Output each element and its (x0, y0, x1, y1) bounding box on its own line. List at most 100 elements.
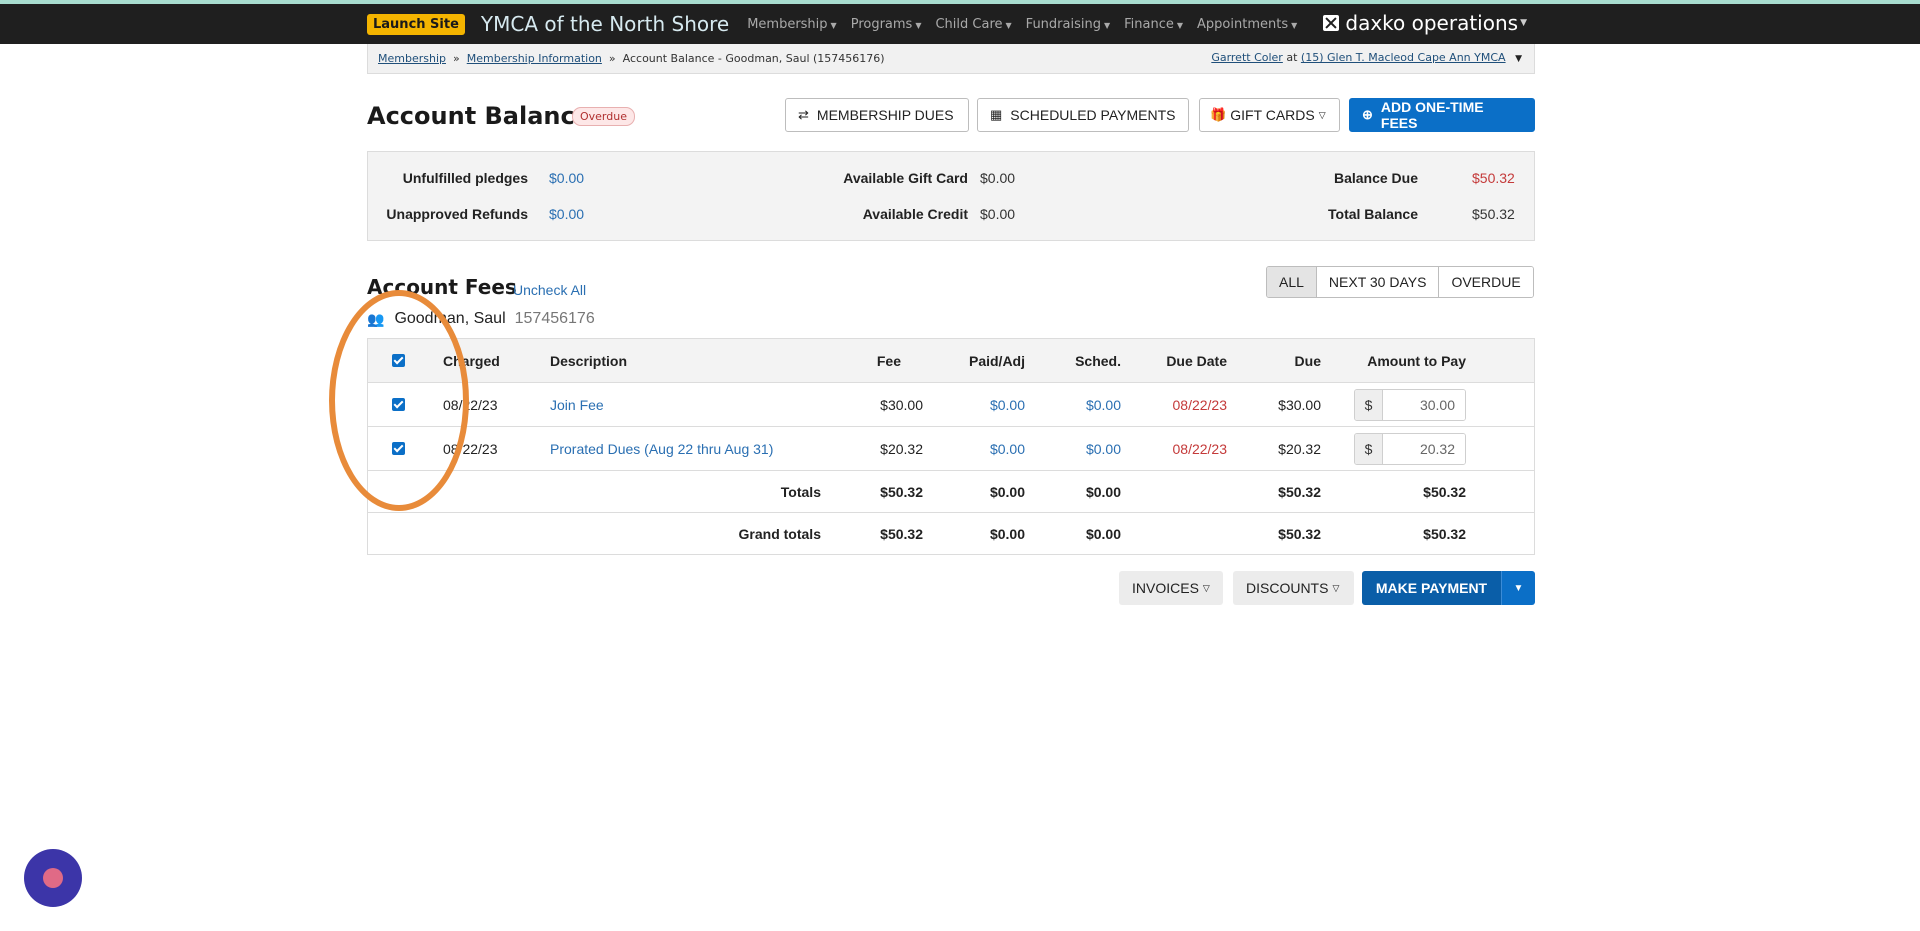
col-paid: Paid/Adj (968, 352, 1025, 369)
total-balance-value: $50.32 (1472, 206, 1515, 222)
credit-label: Available Credit (862, 206, 968, 222)
user-link[interactable]: Garrett Coler (1211, 51, 1283, 64)
add-one-time-fees-button[interactable]: ⊕ ADD ONE-TIME FEES (1349, 98, 1535, 132)
row-due: $30.00 (1278, 396, 1321, 413)
balance-summary: Unfulfilled pledges $0.00 Unapproved Ref… (367, 151, 1535, 241)
grand-totals-paid: $0.00 (989, 525, 1025, 542)
currency-addon: $ (1355, 433, 1383, 464)
grand-totals-sched: $0.00 (1085, 525, 1121, 542)
membership-dues-button[interactable]: ⇄ MEMBERSHIP DUES (785, 98, 969, 132)
credit-value: $0.00 (980, 206, 1016, 222)
col-amount: Amount to Pay (1367, 352, 1466, 369)
row-fee: $30.00 (880, 396, 923, 413)
launch-site-button[interactable]: Launch Site (367, 13, 465, 35)
table-header-row: Charged Description Fee Paid/Adj Sched. … (368, 339, 1534, 382)
chat-launcher-button[interactable] (24, 849, 82, 907)
nav-fundraising[interactable]: Fundraising ▼ (1025, 16, 1111, 32)
row-description-link[interactable]: Prorated Dues (Aug 22 thru Aug 31) (550, 440, 774, 457)
col-description: Description (550, 352, 628, 369)
breadcrumb-membership[interactable]: Membership (378, 52, 446, 65)
currency-addon: $ (1355, 389, 1383, 420)
filter-all[interactable]: ALL (1267, 267, 1316, 297)
gift-card-value: $0.00 (980, 170, 1016, 186)
balance-due-label: Balance Due (1333, 170, 1418, 186)
page-title: Account Balance (367, 102, 592, 130)
make-payment-dropdown[interactable]: ▼ (1501, 571, 1535, 605)
chevron-down-icon[interactable]: ▼ (1515, 54, 1522, 64)
chevron-down-icon: ▽ (1332, 582, 1340, 593)
row-sched[interactable]: $0.00 (1085, 396, 1121, 413)
nav-finance[interactable]: Finance ▼ (1124, 16, 1184, 32)
member-id: 157456176 (514, 310, 595, 327)
calendar-icon: ▦ (990, 107, 1003, 122)
filter-overdue[interactable]: OVERDUE (1438, 267, 1533, 297)
filter-next-30-days[interactable]: NEXT 30 DAYS (1315, 267, 1439, 297)
chevron-down-icon: ▽ (1202, 582, 1210, 593)
totals-amount: $50.32 (1423, 483, 1466, 500)
nav-membership[interactable]: Membership ▼ (747, 16, 837, 32)
make-payment-split-button: MAKE PAYMENT ▼ (1362, 571, 1535, 605)
unfulfilled-pledges-label: Unfulfilled pledges (402, 170, 528, 186)
breadcrumb-bar: Membership » Membership Information » Ac… (367, 44, 1535, 74)
make-payment-button[interactable]: MAKE PAYMENT (1362, 571, 1501, 605)
totals-row: Totals $50.32 $0.00 $0.00 $50.32 $50.32 (368, 470, 1534, 512)
grand-totals-row: Grand totals $50.32 $0.00 $0.00 $50.32 $… (368, 512, 1534, 554)
chevron-down-icon: ▼ (915, 20, 922, 30)
col-fee-label: Fee (876, 352, 901, 369)
amount-to-pay-input-group: $ 20.32 (1354, 427, 1466, 470)
row-sched[interactable]: $0.00 (1085, 440, 1121, 457)
col-sched: Sched. (1075, 352, 1121, 369)
amount-to-pay-input[interactable]: 30.00 (1383, 389, 1465, 420)
invoices-button[interactable]: INVOICES ▽ (1119, 571, 1223, 605)
exchange-icon: ⇄ (798, 107, 809, 122)
status-badge: Overdue (572, 107, 635, 126)
totals-sched: $0.00 (1085, 483, 1121, 500)
scheduled-payments-button[interactable]: ▦ SCHEDULED PAYMENTS (977, 98, 1189, 132)
chat-icon (43, 868, 63, 888)
totals-paid: $0.00 (989, 483, 1025, 500)
row-fee: $20.32 (880, 440, 923, 457)
chevron-down-icon: ▼ (1103, 20, 1111, 30)
brand-name: daxko operations (1345, 11, 1519, 35)
brand-menu[interactable]: daxko operations ▼ (1323, 11, 1527, 35)
plus-circle-icon: ⊕ (1362, 107, 1373, 122)
highlight-annotation-circle (329, 290, 469, 511)
row-due: $20.32 (1278, 440, 1321, 457)
fee-filter-toggle: ALL NEXT 30 DAYS OVERDUE (1266, 266, 1534, 298)
col-due-date: Due Date (1166, 352, 1227, 369)
top-accent-stripe (0, 0, 1920, 4)
nav-child-care[interactable]: Child Care ▼ (935, 16, 1012, 32)
location-link[interactable]: (15) Glen T. Macleod Cape Ann YMCA (1300, 51, 1506, 64)
daxko-logo-icon (1323, 15, 1340, 31)
unapproved-refunds-value[interactable]: $0.00 (549, 206, 585, 222)
totals-due: $50.32 (1278, 483, 1321, 500)
row-due-date: 08/22/23 (1172, 440, 1228, 457)
uncheck-all-link[interactable]: Uncheck All (513, 282, 587, 298)
table-row: 08/22/23 Join Fee $30.00 $0.00 $0.00 08/… (368, 382, 1534, 426)
totals-label: Totals (780, 483, 821, 500)
top-navbar: Launch Site YMCA of the North Shore Memb… (0, 4, 1920, 44)
balance-due-value: $50.32 (1472, 170, 1515, 186)
row-paid[interactable]: $0.00 (989, 440, 1025, 457)
chevron-down-icon: ▼ (1176, 20, 1184, 30)
nav-appointments[interactable]: Appointments ▼ (1197, 16, 1298, 32)
discounts-button[interactable]: DISCOUNTS ▽ (1233, 571, 1354, 605)
grand-totals-amount: $50.32 (1423, 525, 1466, 542)
org-title[interactable]: YMCA of the North Shore (480, 12, 730, 36)
breadcrumb-current: Account Balance - Goodman, Saul (1574561… (622, 52, 885, 65)
unapproved-refunds-label: Unapproved Refunds (386, 206, 528, 222)
nav-programs[interactable]: Programs ▼ (850, 16, 922, 32)
row-paid[interactable]: $0.00 (989, 396, 1025, 413)
chevron-down-icon: ▼ (830, 20, 837, 30)
unfulfilled-pledges-value[interactable]: $0.00 (549, 170, 585, 186)
total-balance-label: Total Balance (1328, 206, 1418, 222)
user-location: Garrett Coler at (15) Glen T. Macleod Ca… (1211, 51, 1522, 64)
gift-cards-button[interactable]: 🎁 GIFT CARDS ▽ (1199, 98, 1340, 132)
chevron-down-icon: ▼ (1520, 18, 1527, 28)
breadcrumb-membership-information[interactable]: Membership Information (466, 52, 602, 65)
gift-icon: 🎁 (1210, 107, 1227, 122)
row-description-link[interactable]: Join Fee (550, 396, 604, 413)
chevron-down-icon: ▼ (1513, 582, 1524, 594)
col-due: Due (1294, 352, 1321, 369)
amount-to-pay-input[interactable]: 20.32 (1383, 433, 1465, 464)
